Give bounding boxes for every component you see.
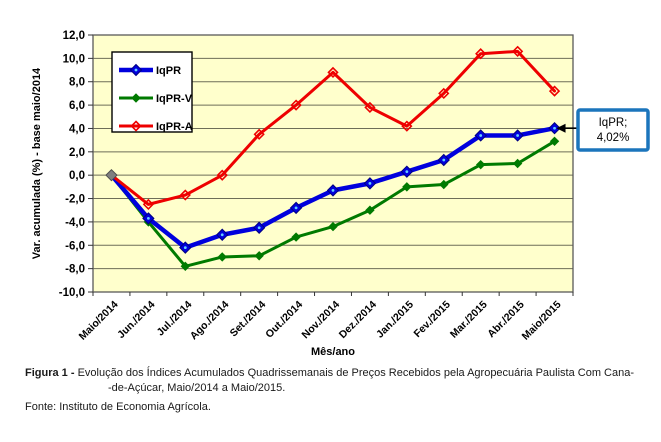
y-axis-title: Var. acumulada (%) - base maio/2014 bbox=[31, 67, 43, 259]
data-point-marker bbox=[512, 158, 523, 169]
y-tick-label: 10,0 bbox=[63, 53, 85, 65]
caption-line-1: Figura 1 - Evolução dos Índices Acumulad… bbox=[0, 366, 661, 381]
x-tick-label: Jan./2015 bbox=[374, 299, 416, 341]
marker-center-dot bbox=[331, 188, 335, 192]
marker-center-dot bbox=[134, 68, 138, 72]
marker-center-dot bbox=[405, 170, 409, 174]
y-tick-label: 8,0 bbox=[69, 77, 85, 89]
y-tick-label: 2,0 bbox=[69, 147, 85, 159]
legend-label: IqPR-V bbox=[156, 93, 193, 105]
plot-border bbox=[92, 34, 574, 293]
marker-center-dot bbox=[294, 206, 298, 210]
data-point-marker bbox=[548, 85, 561, 97]
data-point-marker bbox=[131, 93, 141, 103]
x-axis-title: Mês/ano bbox=[311, 346, 355, 358]
data-point-marker bbox=[328, 221, 338, 232]
legend-item-IqPR-V: IqPR-V bbox=[119, 93, 193, 105]
x-tick-label: Maio/2015 bbox=[520, 299, 564, 343]
legend-label: IqPR bbox=[156, 65, 181, 77]
x-tick-label: Maio/2014 bbox=[77, 299, 121, 343]
data-point-marker bbox=[438, 87, 450, 100]
chart-area: 12,0 10,0 8,0 6,0 4,0 2,0 0,0 -2,0 -4,0 -6,0 -8,0 -… bbox=[31, 30, 650, 358]
y-tick-label: 4,0 bbox=[69, 123, 85, 135]
data-point-marker bbox=[180, 261, 191, 272]
annotation-text-line2: 4,02% bbox=[597, 132, 630, 144]
data-point-marker bbox=[254, 251, 264, 261]
annotation-text-line1: IqPR; bbox=[599, 117, 628, 129]
figure-caption: Figura 1 - Evolução dos Índices Acumulad… bbox=[0, 366, 661, 415]
series-IqPR-A bbox=[109, 45, 561, 211]
marker-center-dot bbox=[516, 134, 520, 137]
data-point-marker bbox=[217, 252, 227, 262]
x-tick-label: Jun./2014 bbox=[115, 299, 157, 341]
legend-item-IqPR-A: IqPR-A bbox=[119, 120, 193, 133]
data-point-marker bbox=[401, 120, 413, 132]
y-tick-label: -2,0 bbox=[65, 194, 85, 206]
marker-center-dot bbox=[553, 126, 556, 130]
y-tick-label: 6,0 bbox=[69, 100, 85, 112]
y-tick-label: -6,0 bbox=[65, 240, 85, 252]
data-point-marker bbox=[475, 159, 486, 170]
x-tick-label: Ago./2014 bbox=[188, 299, 232, 343]
series-line-IqPR-A bbox=[109, 49, 557, 206]
marker-center-dot bbox=[257, 226, 261, 230]
data-point-marker bbox=[402, 182, 412, 192]
data-point-marker bbox=[475, 48, 487, 60]
x-tick-label: Dez./2014 bbox=[337, 299, 379, 341]
data-point-marker bbox=[142, 198, 155, 211]
data-point-marker bbox=[179, 189, 191, 201]
legend-box bbox=[111, 51, 193, 133]
source-text: Fonte: Instituto de Economia Agrícola. bbox=[25, 401, 211, 413]
legend: IqPR IqPR-V IqPR-A bbox=[111, 51, 193, 133]
figure-number-label: Figura 1 - bbox=[25, 367, 75, 379]
data-point-marker bbox=[364, 101, 376, 114]
legend-item-IqPR: IqPR bbox=[119, 63, 181, 77]
data-point-marker bbox=[327, 66, 339, 79]
data-point-marker bbox=[130, 120, 142, 132]
marker-center-dot bbox=[479, 134, 483, 137]
y-tick-label: -4,0 bbox=[65, 217, 85, 229]
data-point-marker bbox=[549, 136, 560, 147]
data-point-marker bbox=[439, 179, 449, 190]
data-point-marker bbox=[291, 232, 301, 242]
line-chart: 12,0 10,0 8,0 6,0 4,0 2,0 0,0 -2,0 -4,0 -6,0 -8,0 -… bbox=[31, 30, 650, 358]
y-tick-label: -8,0 bbox=[65, 264, 85, 276]
y-tick-label: 0,0 bbox=[69, 170, 85, 182]
marker-center-dot bbox=[442, 158, 446, 162]
annotation-arrow-head bbox=[556, 123, 566, 133]
y-tick-label: 12,0 bbox=[63, 30, 85, 42]
marker-center-dot bbox=[220, 233, 224, 237]
x-tick-label: Fev./2015 bbox=[412, 299, 453, 340]
x-tick-label: Mar./2015 bbox=[448, 299, 490, 341]
data-point-marker bbox=[511, 45, 524, 57]
data-point-marker bbox=[216, 169, 228, 181]
caption-text: Evolução dos Índices Acumulados Quadriss… bbox=[77, 367, 634, 379]
x-tick-label: Set./2014 bbox=[228, 299, 269, 340]
x-tick-label: Nov./2014 bbox=[300, 299, 343, 342]
data-point-marker bbox=[290, 99, 302, 111]
legend-label: IqPR-A bbox=[156, 121, 193, 133]
x-tick-label: Out./2014 bbox=[263, 299, 305, 341]
series-IqPR bbox=[109, 122, 561, 254]
caption-line-2: -de-Açúcar, Maio/2014 a Maio/2015. bbox=[108, 382, 286, 394]
marker-center-dot bbox=[368, 181, 372, 185]
y-tick-label: -10,0 bbox=[59, 287, 85, 299]
annotation-callout: IqPR; 4,02% bbox=[556, 108, 650, 152]
data-point-marker bbox=[253, 128, 265, 140]
marker-center-dot bbox=[183, 246, 187, 250]
data-point-marker bbox=[105, 168, 118, 182]
data-point-marker bbox=[365, 205, 375, 215]
annotation-box bbox=[576, 108, 650, 152]
marker-center-dot bbox=[146, 217, 150, 220]
